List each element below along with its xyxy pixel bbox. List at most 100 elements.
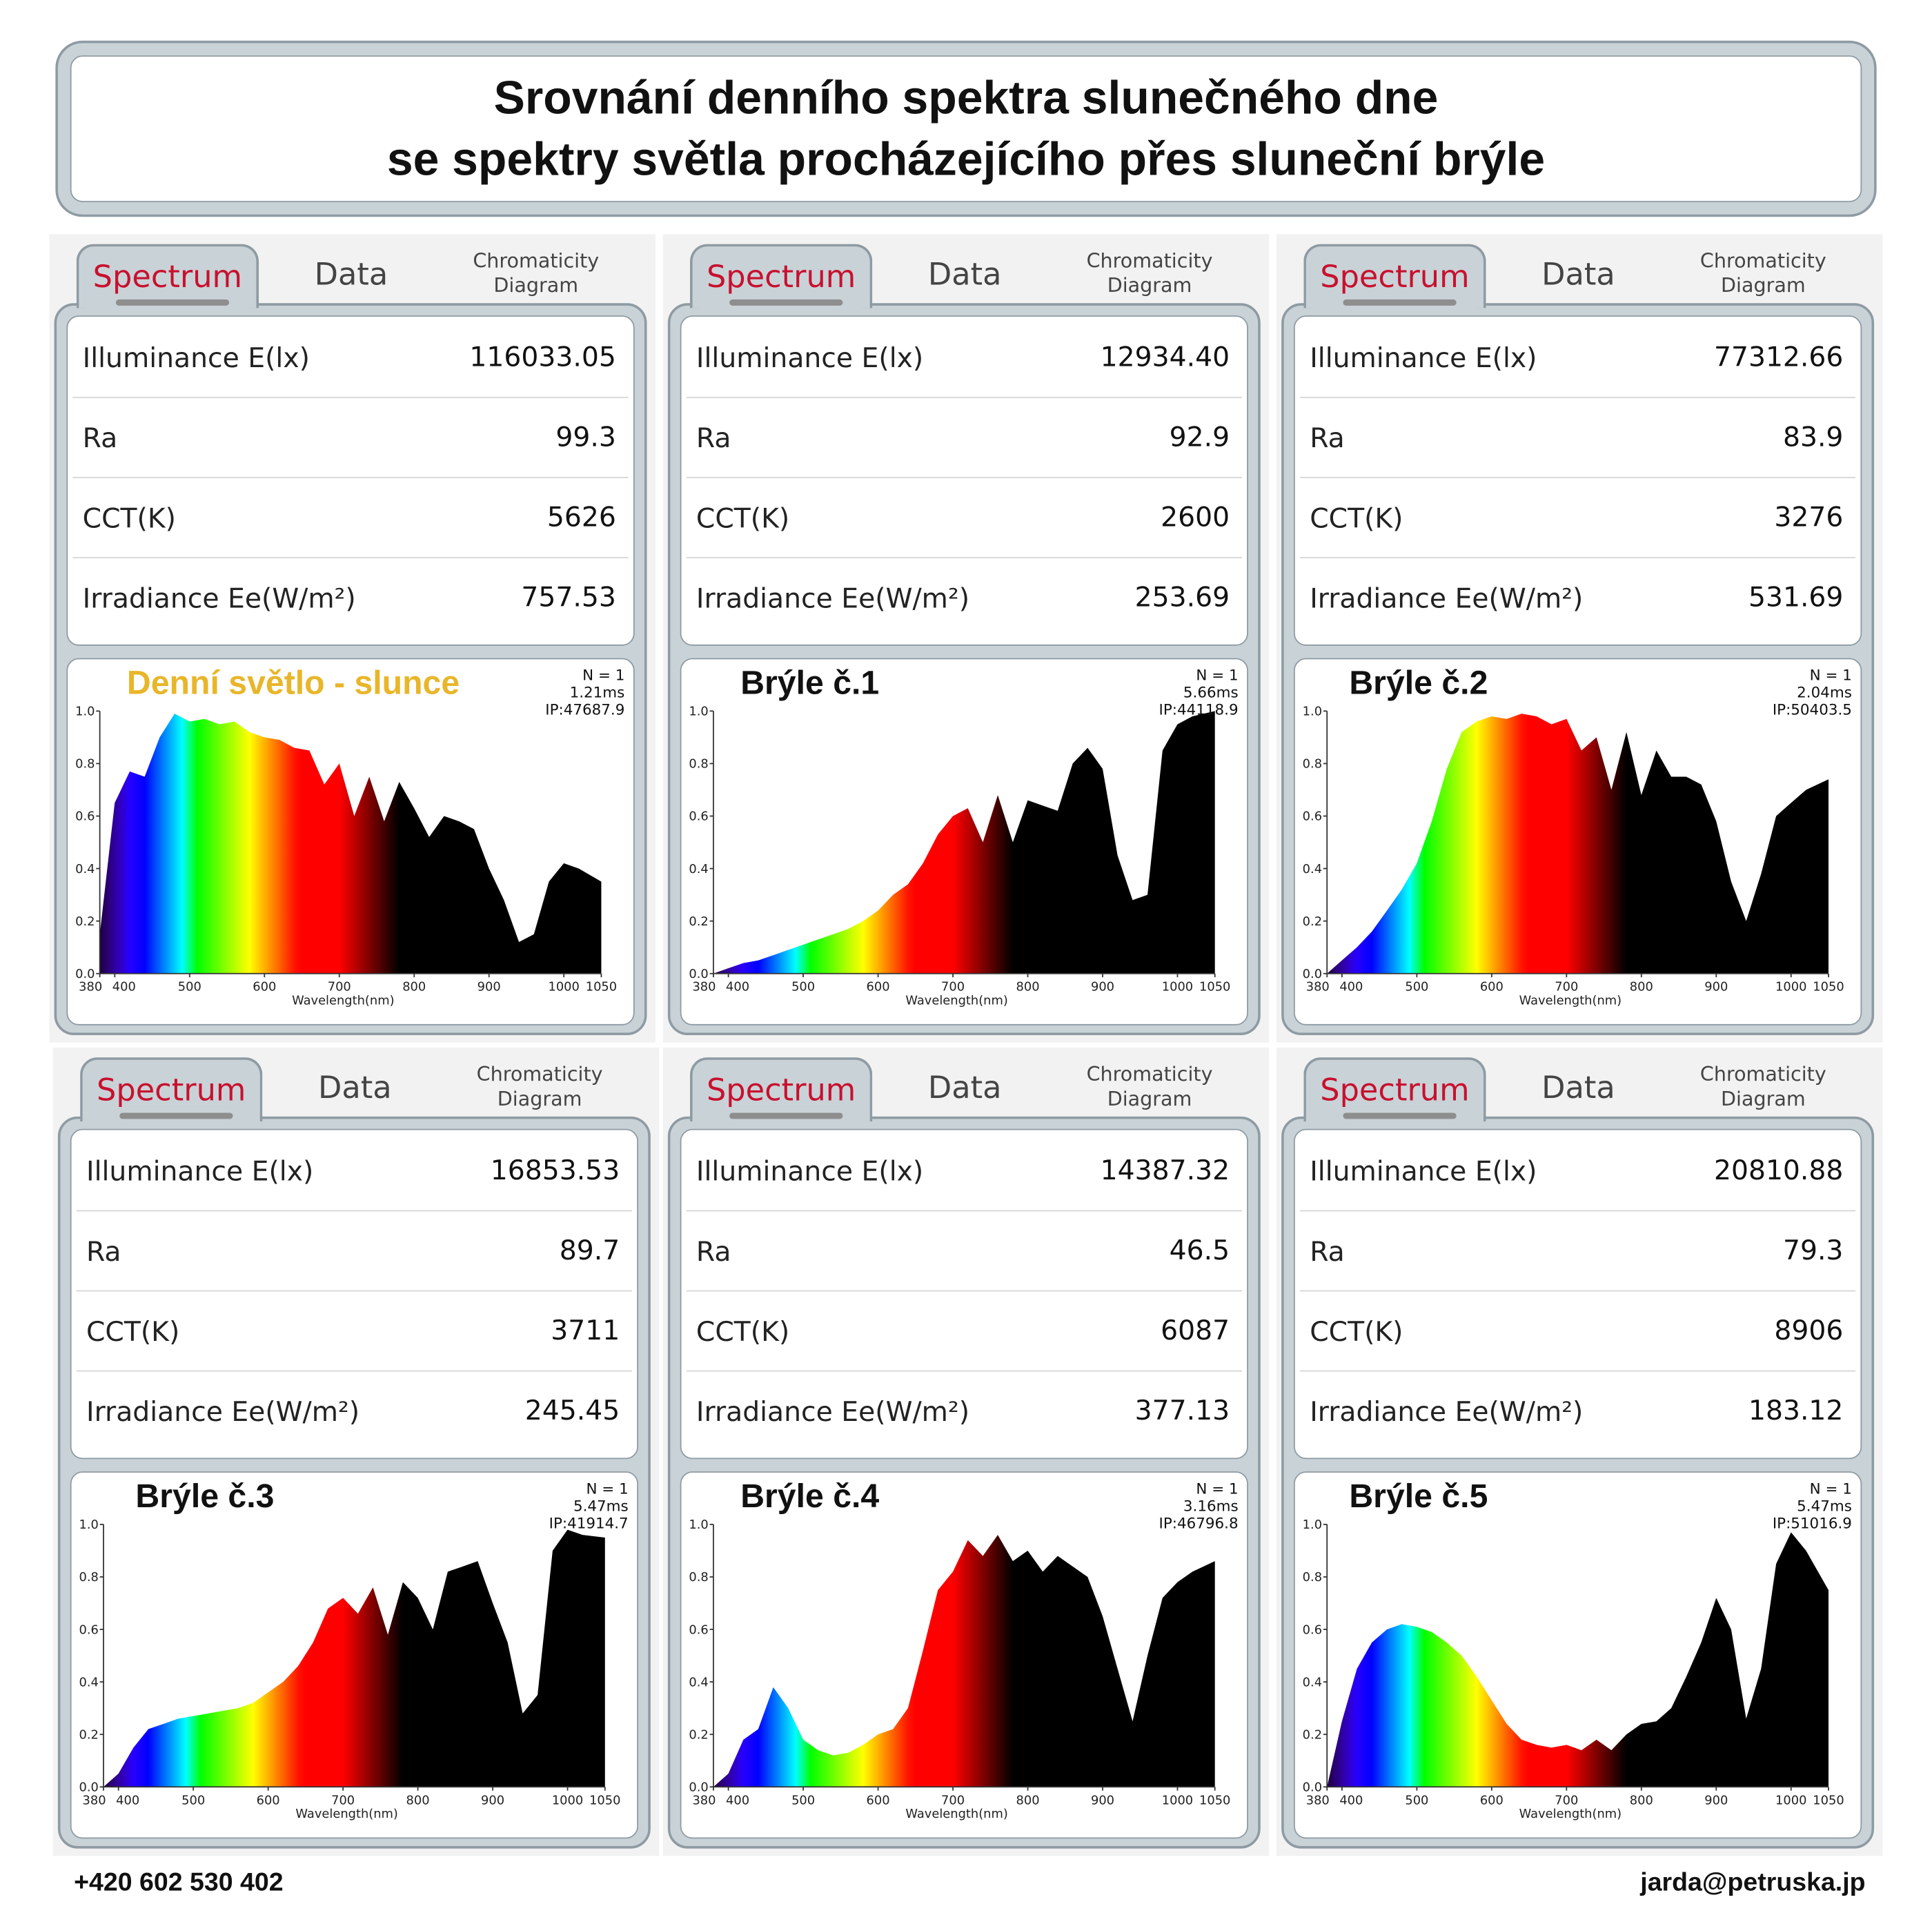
tab-data[interactable]: Data	[927, 1070, 1002, 1106]
tab-chromaticity-line1: Chromaticity	[1086, 248, 1213, 273]
spectrum-chart: 0.0 0.2 0.4 0.6 0.8 1.0 380 400 500 600 700 800 900 1…	[66, 658, 635, 1026]
tab-chromaticity[interactable]: Chromaticity Diagram	[447, 1062, 632, 1111]
tab-chromaticity-line2: Diagram	[1721, 273, 1806, 297]
measurement-card: Illuminance E(lx) 116033.05 Ra 99.3 CCT(K) 56…	[66, 315, 635, 646]
tab-chromaticity[interactable]: Chromaticity Diagram	[1670, 1062, 1855, 1111]
y-tick-label: 0.6	[689, 1622, 708, 1637]
y-tick-label: 0.0	[689, 1780, 708, 1795]
x-tick-label: 700	[328, 980, 351, 994]
illuminance-label: Illuminance E(lx)	[82, 344, 310, 375]
spectrum-plot: 0.0 0.2 0.4 0.6 0.8 1.0 380 400 500 600 700 800 900 1…	[75, 705, 617, 1008]
x-tick-label: 800	[406, 1793, 430, 1807]
x-axis-label: Wavelength(nm)	[1519, 993, 1621, 1008]
tab-spectrum[interactable]: Spectrum	[1303, 244, 1486, 308]
y-tick-label: 0.0	[75, 967, 95, 981]
tab-indicator	[729, 299, 843, 306]
x-tick-label: 380	[692, 980, 716, 994]
tab-data[interactable]: Data	[1541, 256, 1615, 293]
title-line-1: Srovnání denního spektra slunečného dne	[493, 72, 1439, 124]
x-tick-label: 380	[79, 980, 102, 994]
ra-value: 79.3	[1782, 1236, 1844, 1267]
ra-label: Ra	[696, 424, 731, 455]
panel-frame: Illuminance E(lx) 16853.53 Ra 89.7 CCT(K) 371…	[57, 1116, 651, 1849]
spectrum-chart: 0.0 0.2 0.4 0.6 0.8 1.0 380 400 500 600 700 800 900 1…	[680, 1471, 1248, 1839]
irradiance-value: 253.69	[1134, 582, 1230, 614]
tab-spectrum[interactable]: Spectrum	[690, 244, 873, 308]
y-tick-label: 1.0	[689, 705, 708, 719]
x-tick-label: 800	[1630, 1793, 1653, 1807]
x-tick-label: 900	[1704, 980, 1728, 994]
tab-chromaticity[interactable]: Chromaticity Diagram	[1670, 249, 1855, 298]
data-row-irradiance: Irradiance Ee(W/m²) 245.45	[77, 1371, 632, 1451]
data-row-ra: Ra 46.5	[686, 1210, 1242, 1292]
y-tick-label: 0.6	[75, 810, 95, 824]
y-tick-label: 0.8	[79, 1570, 98, 1585]
illuminance-value: 12934.40	[1100, 342, 1230, 374]
data-row-cct: CCT(K) 6087	[686, 1291, 1242, 1372]
illuminance-value: 116033.05	[469, 342, 616, 374]
tab-spectrum[interactable]: Spectrum	[80, 1057, 263, 1121]
spectrum-chart: 0.0 0.2 0.4 0.6 0.8 1.0 380 400 500 600 700 800 900 1…	[1294, 1471, 1862, 1839]
spectrum-area	[713, 1535, 1215, 1787]
irradiance-label: Irradiance Ee(W/m²)	[82, 584, 356, 616]
ra-value: 89.7	[559, 1236, 620, 1267]
ra-label: Ra	[1310, 424, 1345, 455]
footer-phone: +420 602 530 402	[74, 1868, 284, 1897]
y-tick-label: 1.0	[79, 1518, 98, 1532]
data-row-ra: Ra 89.7	[76, 1210, 633, 1292]
x-axis-label: Wavelength(nm)	[905, 1807, 1007, 1821]
tab-chromaticity[interactable]: Chromaticity Diagram	[444, 249, 629, 298]
cct-value: 2600	[1161, 502, 1230, 534]
tab-data[interactable]: Data	[314, 256, 388, 293]
x-tick-label: 1050	[1199, 1793, 1230, 1807]
x-tick-label: 400	[112, 980, 136, 994]
cct-value: 3276	[1774, 502, 1844, 534]
tab-data[interactable]: Data	[1541, 1070, 1615, 1106]
tab-data[interactable]: Data	[927, 256, 1002, 293]
x-tick-label: 1000	[548, 980, 579, 994]
x-tick-label: 800	[402, 980, 426, 994]
y-tick-label: 0.4	[689, 1675, 708, 1689]
x-tick-label: 1050	[586, 980, 617, 994]
x-tick-label: 600	[1480, 1793, 1504, 1807]
data-row-ra: Ra 83.9	[1299, 397, 1856, 478]
x-tick-label: 600	[1480, 980, 1504, 994]
y-tick-label: 0.4	[1303, 862, 1322, 876]
tab-spectrum[interactable]: Spectrum	[690, 1057, 873, 1121]
tab-spectrum[interactable]: Spectrum	[76, 244, 259, 308]
x-tick-label: 400	[116, 1793, 139, 1807]
title-box: Srovnání denního spektra slunečného dne …	[70, 55, 1862, 202]
x-tick-label: 400	[726, 1793, 749, 1807]
measurement-meta: N = 1 1.21ms IP:47687.9	[545, 667, 624, 718]
meta-ip: IP:41914.7	[549, 1514, 629, 1532]
tab-spectrum[interactable]: Spectrum	[1303, 1057, 1486, 1121]
y-tick-label: 0.4	[75, 862, 95, 876]
spectrum-plot: 0.0 0.2 0.4 0.6 0.8 1.0 380 400 500 600 700 800 900 1…	[689, 1518, 1230, 1821]
data-row-illuminance: Illuminance E(lx) 77312.66	[1299, 317, 1856, 398]
measurement-meta: N = 1 5.47ms IP:41914.7	[549, 1480, 629, 1532]
illuminance-label: Illuminance E(lx)	[696, 344, 924, 375]
tab-chromaticity-line2: Diagram	[1107, 1087, 1192, 1110]
data-row-cct: CCT(K) 8906	[1299, 1291, 1856, 1372]
x-tick-label: 1000	[1775, 1793, 1806, 1807]
meta-time: 2.04ms	[1797, 684, 1852, 702]
ra-value: 46.5	[1169, 1236, 1230, 1267]
x-tick-label: 1000	[1162, 1793, 1193, 1807]
x-tick-label: 600	[867, 980, 890, 994]
tab-data[interactable]: Data	[317, 1070, 392, 1106]
ra-label: Ra	[696, 1237, 731, 1268]
measurement-meta: N = 1 3.16ms IP:46796.8	[1159, 1480, 1239, 1532]
meta-ip: IP:47687.9	[545, 701, 625, 719]
x-axis-label: Wavelength(nm)	[292, 993, 394, 1008]
irradiance-value: 183.12	[1748, 1396, 1844, 1427]
meta-time: 5.47ms	[573, 1497, 629, 1515]
x-tick-label: 1050	[1813, 1793, 1844, 1807]
tab-chromaticity[interactable]: Chromaticity Diagram	[1057, 1062, 1242, 1111]
y-tick-label: 0.8	[689, 757, 708, 772]
data-row-irradiance: Irradiance Ee(W/m²) 757.53	[72, 557, 628, 637]
y-tick-label: 0.4	[79, 1675, 98, 1689]
tab-chromaticity[interactable]: Chromaticity Diagram	[1057, 249, 1242, 298]
x-tick-label: 700	[1555, 980, 1578, 994]
spectrometer-panel: Illuminance E(lx) 14387.32 Ra 46.5 CCT(K) 608…	[662, 1047, 1270, 1856]
spectrum-chart: 0.0 0.2 0.4 0.6 0.8 1.0 380 400 500 600 700 800 900 1…	[680, 658, 1248, 1026]
